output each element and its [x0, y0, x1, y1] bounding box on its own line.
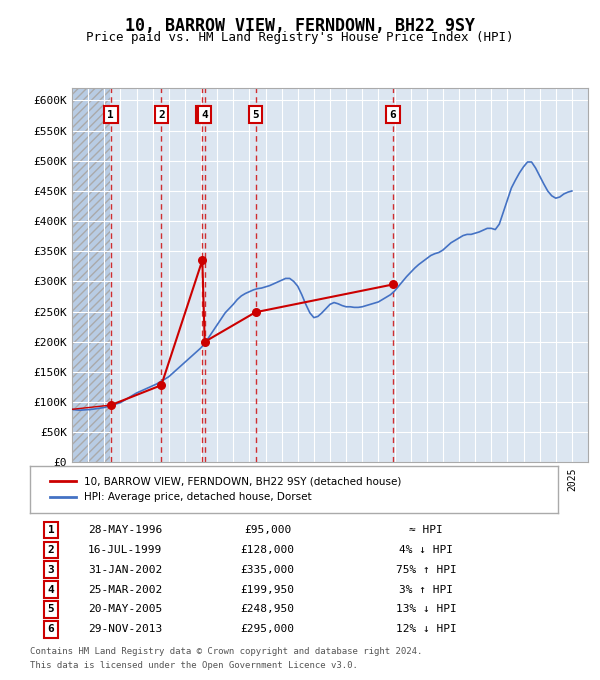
Text: £128,000: £128,000	[241, 545, 295, 555]
Point	[200, 337, 209, 347]
Text: 20-MAY-2005: 20-MAY-2005	[88, 605, 162, 615]
Text: 6: 6	[48, 624, 55, 634]
Bar	[72, 88, 110, 462]
Text: 13% ↓ HPI: 13% ↓ HPI	[395, 605, 457, 615]
Text: This data is licensed under the Open Government Licence v3.0.: This data is licensed under the Open Gov…	[30, 661, 358, 670]
Text: 1: 1	[48, 525, 55, 535]
Text: 3: 3	[48, 565, 55, 575]
Text: Price paid vs. HM Land Registry's House Price Index (HPI): Price paid vs. HM Land Registry's House …	[86, 31, 514, 44]
Text: 2: 2	[158, 109, 165, 120]
Text: Contains HM Land Registry data © Crown copyright and database right 2024.: Contains HM Land Registry data © Crown c…	[30, 647, 422, 656]
Point	[251, 307, 260, 318]
Text: 1: 1	[107, 109, 114, 120]
Point	[197, 255, 207, 266]
Point	[157, 379, 166, 390]
Text: ≈ HPI: ≈ HPI	[409, 525, 443, 535]
Legend: 10, BARROW VIEW, FERNDOWN, BH22 9SY (detached house), HPI: Average price, detach: 10, BARROW VIEW, FERNDOWN, BH22 9SY (det…	[46, 473, 406, 507]
Text: 4: 4	[48, 585, 55, 594]
Text: 6: 6	[389, 109, 397, 120]
Text: £248,950: £248,950	[241, 605, 295, 615]
Point	[106, 400, 116, 411]
Text: 5: 5	[252, 109, 259, 120]
Text: 25-MAR-2002: 25-MAR-2002	[88, 585, 162, 594]
Text: 4% ↓ HPI: 4% ↓ HPI	[399, 545, 453, 555]
Text: 31-JAN-2002: 31-JAN-2002	[88, 565, 162, 575]
Text: 75% ↑ HPI: 75% ↑ HPI	[395, 565, 457, 575]
Text: 2: 2	[48, 545, 55, 555]
Text: 29-NOV-2013: 29-NOV-2013	[88, 624, 162, 634]
Text: 3: 3	[199, 109, 206, 120]
Point	[388, 279, 398, 290]
Text: £335,000: £335,000	[241, 565, 295, 575]
Text: 3% ↑ HPI: 3% ↑ HPI	[399, 585, 453, 594]
Text: £199,950: £199,950	[241, 585, 295, 594]
Text: £295,000: £295,000	[241, 624, 295, 634]
Text: 12% ↓ HPI: 12% ↓ HPI	[395, 624, 457, 634]
Text: £95,000: £95,000	[244, 525, 291, 535]
Text: 28-MAY-1996: 28-MAY-1996	[88, 525, 162, 535]
Text: 16-JUL-1999: 16-JUL-1999	[88, 545, 162, 555]
Text: 5: 5	[48, 605, 55, 615]
Text: 10, BARROW VIEW, FERNDOWN, BH22 9SY: 10, BARROW VIEW, FERNDOWN, BH22 9SY	[125, 17, 475, 35]
Text: 4: 4	[202, 109, 208, 120]
